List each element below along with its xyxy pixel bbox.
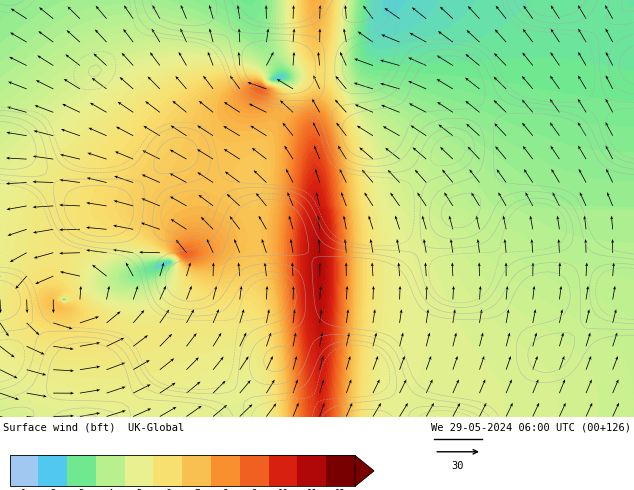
Bar xyxy=(297,456,327,486)
Bar xyxy=(10,456,38,486)
Text: 6: 6 xyxy=(165,489,171,490)
Text: 12: 12 xyxy=(335,489,346,490)
Bar xyxy=(153,456,183,486)
Text: 8: 8 xyxy=(223,489,228,490)
Text: 7: 7 xyxy=(194,489,199,490)
Text: We 29-05-2024 06:00 UTC (00+126): We 29-05-2024 06:00 UTC (00+126) xyxy=(431,422,631,432)
Text: 3: 3 xyxy=(79,489,84,490)
Text: 11: 11 xyxy=(306,489,317,490)
Text: 2: 2 xyxy=(50,489,55,490)
Text: 30: 30 xyxy=(452,461,464,470)
Bar xyxy=(183,456,211,486)
Bar xyxy=(10,456,355,486)
Bar xyxy=(269,456,297,486)
Text: 4: 4 xyxy=(108,489,113,490)
Text: 9: 9 xyxy=(252,489,257,490)
Bar xyxy=(67,456,96,486)
Bar xyxy=(211,456,240,486)
Bar xyxy=(327,456,355,486)
Bar xyxy=(240,456,269,486)
Bar xyxy=(38,456,67,486)
Text: Surface wind (bft)  UK-Global: Surface wind (bft) UK-Global xyxy=(3,422,184,432)
Polygon shape xyxy=(355,456,374,486)
Text: 10: 10 xyxy=(278,489,288,490)
Text: 1: 1 xyxy=(21,489,27,490)
Text: 5: 5 xyxy=(136,489,142,490)
Bar xyxy=(96,456,125,486)
Bar xyxy=(125,456,153,486)
